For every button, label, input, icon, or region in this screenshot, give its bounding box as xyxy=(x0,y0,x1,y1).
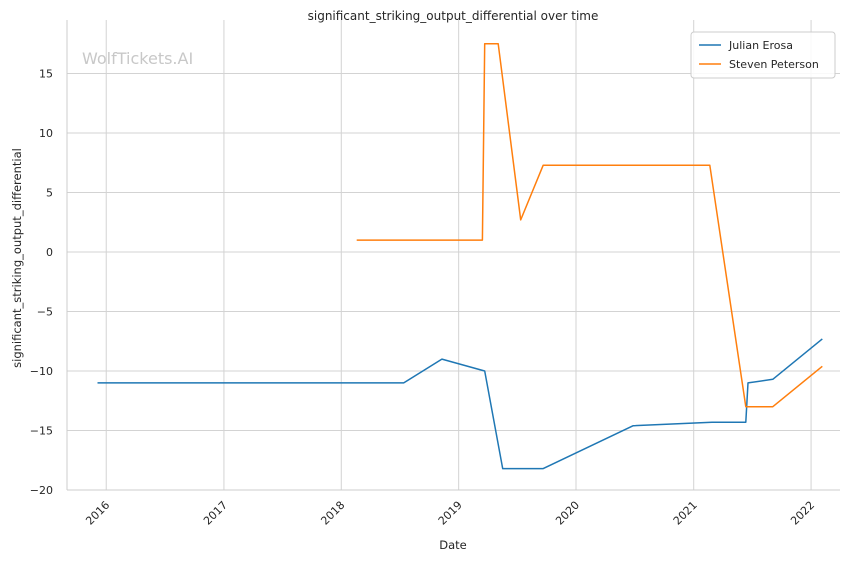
chart-title: significant_striking_output_differential… xyxy=(308,9,599,23)
plot-area xyxy=(67,20,840,490)
watermark-text: WolfTickets.AI xyxy=(82,49,193,68)
series-line-julian-erosa xyxy=(97,338,823,470)
y-tick-label: −15 xyxy=(30,425,53,438)
axes xyxy=(66,20,840,491)
legend-label-steven-peterson: Steven Peterson xyxy=(729,58,819,71)
legend-label-julian-erosa: Julian Erosa xyxy=(728,39,793,52)
y-axis-label: significant_striking_output_differential xyxy=(10,148,24,368)
y-tick-label: 15 xyxy=(39,68,53,81)
series-lines xyxy=(97,43,823,470)
series-line-steven-peterson xyxy=(356,43,823,408)
y-tick-labels: −20 −15 −10 −5 0 5 10 15 xyxy=(30,68,53,497)
x-axis-label: Date xyxy=(439,538,467,552)
legend: Julian Erosa Steven Peterson xyxy=(690,31,836,79)
y-tick-label: 5 xyxy=(46,187,53,200)
y-tick-label: 10 xyxy=(39,127,53,140)
y-tick-label: 0 xyxy=(46,246,53,259)
legend-box xyxy=(690,31,836,79)
y-tick-label: −20 xyxy=(30,484,53,497)
y-tick-label: −5 xyxy=(37,306,53,319)
y-tick-label: −10 xyxy=(30,365,53,378)
